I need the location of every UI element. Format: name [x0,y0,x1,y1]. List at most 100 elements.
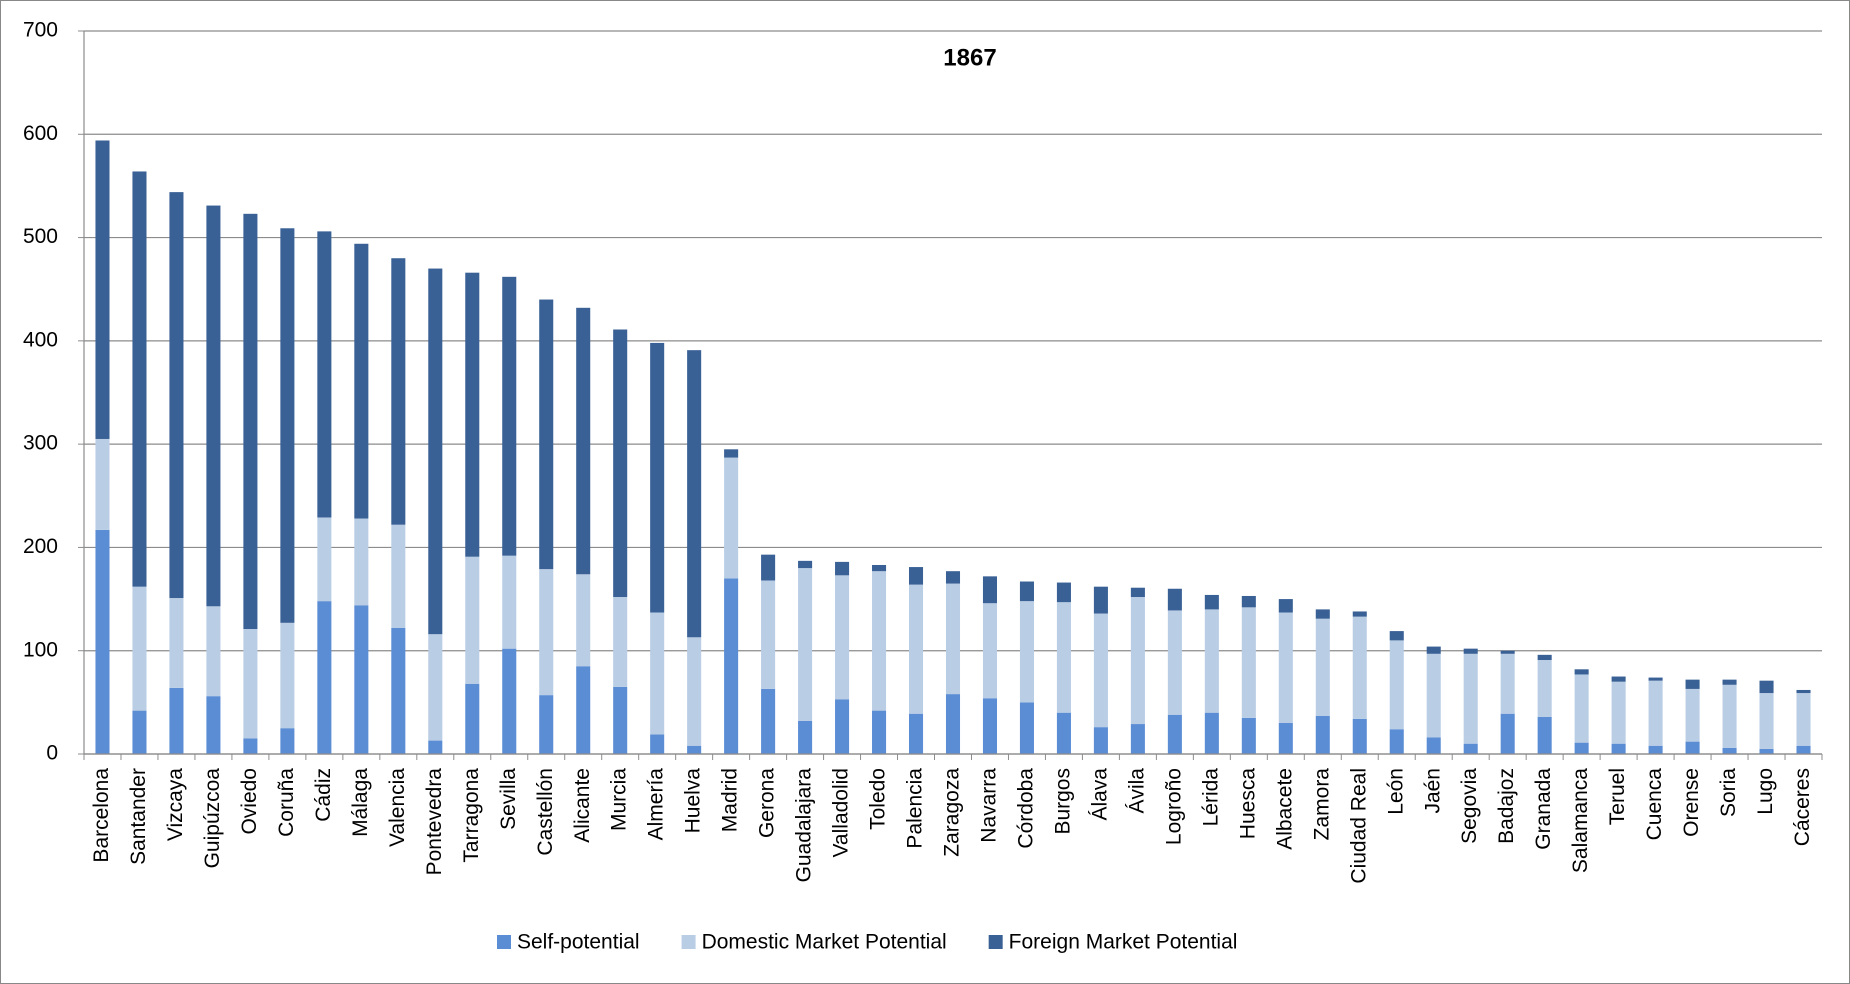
bar-segment [354,605,369,754]
bar-segment [982,698,998,754]
bar-segment [650,734,665,754]
bar-segment [613,686,628,754]
bar-segment [391,258,406,525]
bar-segment [1167,714,1182,754]
bar-segment [576,574,591,667]
bar-segment [1130,587,1145,598]
bar-segment [1130,724,1145,754]
y-tick-label: 100 [23,638,58,661]
y-tick-label: 300 [23,432,58,455]
bar-segment [1500,650,1515,654]
bar-segment [243,629,258,739]
bar-segment [1278,599,1293,613]
x-tick-label: Badajoz [1495,768,1518,844]
bar-segment [132,586,147,711]
x-tick-label: Barcelona [90,768,113,863]
y-tick-label: 500 [23,225,58,248]
x-tick-label: Álava [1088,768,1111,821]
x-tick-label: Zamora [1310,768,1333,841]
bar-segment [1426,737,1441,754]
x-tick-label: León [1384,768,1407,815]
x-tick-label: Oviedo [238,768,261,835]
bar-segment [1019,601,1034,703]
x-tick-label: Huesca [1236,768,1259,840]
bar-segment [1241,595,1256,608]
bar-segment [982,603,998,699]
bar-segment [502,276,517,556]
bar-segment [872,710,887,754]
bar-segment [1352,611,1367,617]
bar-segment [761,554,776,581]
bar-segment [687,637,702,746]
bar-segment [1056,582,1071,603]
bar-segment [354,518,369,606]
x-tick-label: Granada [1532,768,1555,850]
x-tick-label: Palencia [904,768,927,849]
bar-segment [835,575,850,700]
bar-segment [317,517,332,602]
bar-segment [1315,618,1330,716]
x-tick-label: Valladolid [830,768,853,858]
bar-segment [169,598,184,688]
x-tick-label: Ciudad Real [1347,768,1370,884]
bar-segment [95,438,110,530]
x-tick-label: Toledo [867,768,890,830]
bar-segment [169,192,184,599]
bar-segment [243,738,258,754]
bar-segment [1426,646,1441,654]
bar-segment [945,571,961,584]
bar-segment [1056,602,1071,713]
bar-segment [539,695,554,754]
bar-segment [1574,669,1589,675]
x-tick-label: Sevilla [497,768,520,830]
x-tick-label: Orense [1680,768,1703,837]
legend-swatch [497,935,511,949]
bar-segment [1352,616,1367,719]
x-tick-label: Cáceres [1791,768,1814,846]
bar-segment [835,699,850,754]
bar-segment [539,569,554,696]
bar-segment [1796,689,1811,694]
bar-segment [280,228,295,623]
y-tick-label: 0 [46,742,58,765]
bar-segment [1167,610,1182,715]
y-tick-label: 700 [23,19,58,42]
bar-segment [908,713,924,754]
legend-swatch [681,935,696,949]
x-tick-label: Burgos [1051,768,1074,835]
bar-segment [1204,594,1219,610]
bar-segment [1204,609,1219,713]
bar-segment [169,687,184,754]
x-tick-label: Lérida [1199,768,1222,827]
x-tick-label: Castellón [534,768,557,856]
bar-segment [1537,654,1552,661]
bar-segment [1056,712,1071,754]
bar-segment [206,696,221,754]
bar-segment [428,740,443,754]
bar-segment [95,140,110,439]
x-tick-label: Valencia [386,768,409,847]
bar-segment [1611,743,1626,754]
bar-segment [428,268,443,635]
x-tick-label: Almería [645,768,668,841]
legend-label: Foreign Market Potential [1009,931,1238,954]
bar-segment [1278,612,1293,724]
bar-segment [908,584,924,714]
x-tick-label: Vizcaya [164,768,187,841]
bar-segment [391,524,406,628]
bar-segment [1241,717,1256,754]
y-tick-label: 600 [23,122,58,145]
x-tick-label: Alicante [571,768,594,843]
bar-segment [1648,677,1663,681]
bar-segment [1611,681,1626,744]
bar-segment [428,634,443,741]
x-tick-label: Murcia [608,768,631,831]
bar-segment [945,583,961,695]
x-tick-label: Jaén [1421,768,1444,814]
bar-segment [465,683,480,754]
bar-segment [1204,712,1219,754]
bar-segment [1019,581,1034,602]
bar-segment [872,571,887,711]
bar-segment [1574,742,1589,754]
bar-segment [872,564,887,572]
